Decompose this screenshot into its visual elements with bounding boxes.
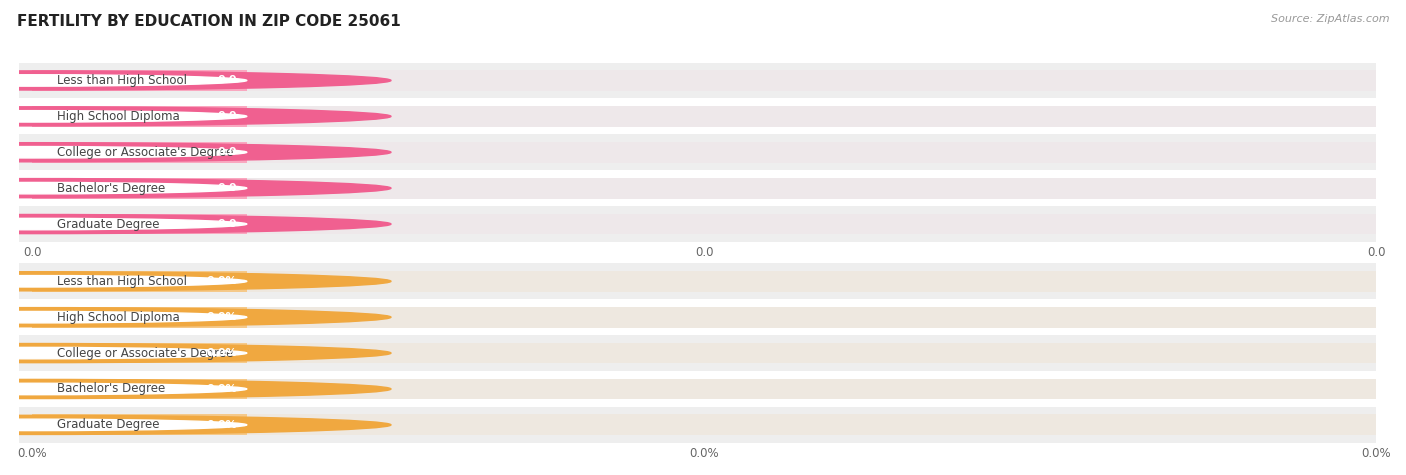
- Text: Graduate Degree: Graduate Degree: [56, 418, 159, 431]
- Circle shape: [0, 218, 247, 230]
- Bar: [32, 178, 247, 199]
- Text: 0.0%: 0.0%: [207, 348, 236, 358]
- Bar: [20, 98, 1376, 134]
- Circle shape: [0, 347, 247, 359]
- Text: 0.0%: 0.0%: [207, 312, 236, 322]
- Bar: [32, 271, 247, 292]
- Bar: [20, 170, 1376, 206]
- Circle shape: [0, 415, 391, 435]
- Bar: [20, 263, 1376, 299]
- Bar: [32, 342, 1376, 363]
- Bar: [32, 415, 1376, 435]
- Text: 0.0%: 0.0%: [207, 384, 236, 394]
- Bar: [32, 379, 1376, 399]
- Text: 0.0%: 0.0%: [207, 276, 236, 286]
- Circle shape: [0, 179, 391, 198]
- Circle shape: [0, 276, 247, 287]
- Bar: [32, 214, 1376, 235]
- Text: Source: ZipAtlas.com: Source: ZipAtlas.com: [1271, 14, 1389, 24]
- Circle shape: [0, 107, 391, 126]
- Bar: [20, 371, 1376, 407]
- Bar: [32, 342, 247, 363]
- Bar: [32, 142, 1376, 162]
- Bar: [20, 206, 1376, 242]
- Text: 0.0: 0.0: [217, 76, 236, 86]
- Circle shape: [0, 111, 247, 122]
- Text: Less than High School: Less than High School: [56, 275, 187, 288]
- Circle shape: [0, 215, 391, 234]
- Text: College or Associate's Degree: College or Associate's Degree: [56, 347, 233, 360]
- Bar: [20, 63, 1376, 98]
- Circle shape: [0, 146, 247, 158]
- Circle shape: [0, 71, 391, 90]
- Bar: [20, 407, 1376, 443]
- Bar: [20, 134, 1376, 170]
- Text: College or Associate's Degree: College or Associate's Degree: [56, 146, 233, 159]
- Circle shape: [0, 380, 391, 399]
- Bar: [32, 106, 1376, 127]
- Circle shape: [0, 75, 247, 86]
- Text: Bachelor's Degree: Bachelor's Degree: [56, 382, 165, 396]
- Bar: [32, 307, 247, 328]
- Bar: [32, 106, 247, 127]
- Bar: [32, 379, 247, 399]
- Circle shape: [0, 272, 391, 291]
- Text: 0.0%: 0.0%: [207, 420, 236, 430]
- Text: Bachelor's Degree: Bachelor's Degree: [56, 181, 165, 195]
- Text: 0.0: 0.0: [217, 219, 236, 229]
- Text: 0.0: 0.0: [217, 147, 236, 157]
- Circle shape: [0, 383, 247, 395]
- Bar: [32, 70, 1376, 91]
- Bar: [32, 142, 247, 162]
- Bar: [20, 299, 1376, 335]
- Text: High School Diploma: High School Diploma: [56, 110, 180, 123]
- Text: FERTILITY BY EDUCATION IN ZIP CODE 25061: FERTILITY BY EDUCATION IN ZIP CODE 25061: [17, 14, 401, 29]
- Bar: [32, 271, 1376, 292]
- Text: Less than High School: Less than High School: [56, 74, 187, 87]
- Bar: [32, 70, 247, 91]
- Text: Graduate Degree: Graduate Degree: [56, 218, 159, 230]
- Bar: [32, 178, 1376, 199]
- Bar: [32, 307, 1376, 328]
- Bar: [32, 415, 247, 435]
- Text: 0.0: 0.0: [217, 111, 236, 121]
- Circle shape: [0, 308, 391, 327]
- Bar: [32, 214, 247, 235]
- Circle shape: [0, 312, 247, 323]
- Circle shape: [0, 343, 391, 362]
- Circle shape: [0, 142, 391, 162]
- Circle shape: [0, 182, 247, 194]
- Bar: [20, 335, 1376, 371]
- Circle shape: [0, 419, 247, 431]
- Text: 0.0: 0.0: [217, 183, 236, 193]
- Text: High School Diploma: High School Diploma: [56, 311, 180, 323]
